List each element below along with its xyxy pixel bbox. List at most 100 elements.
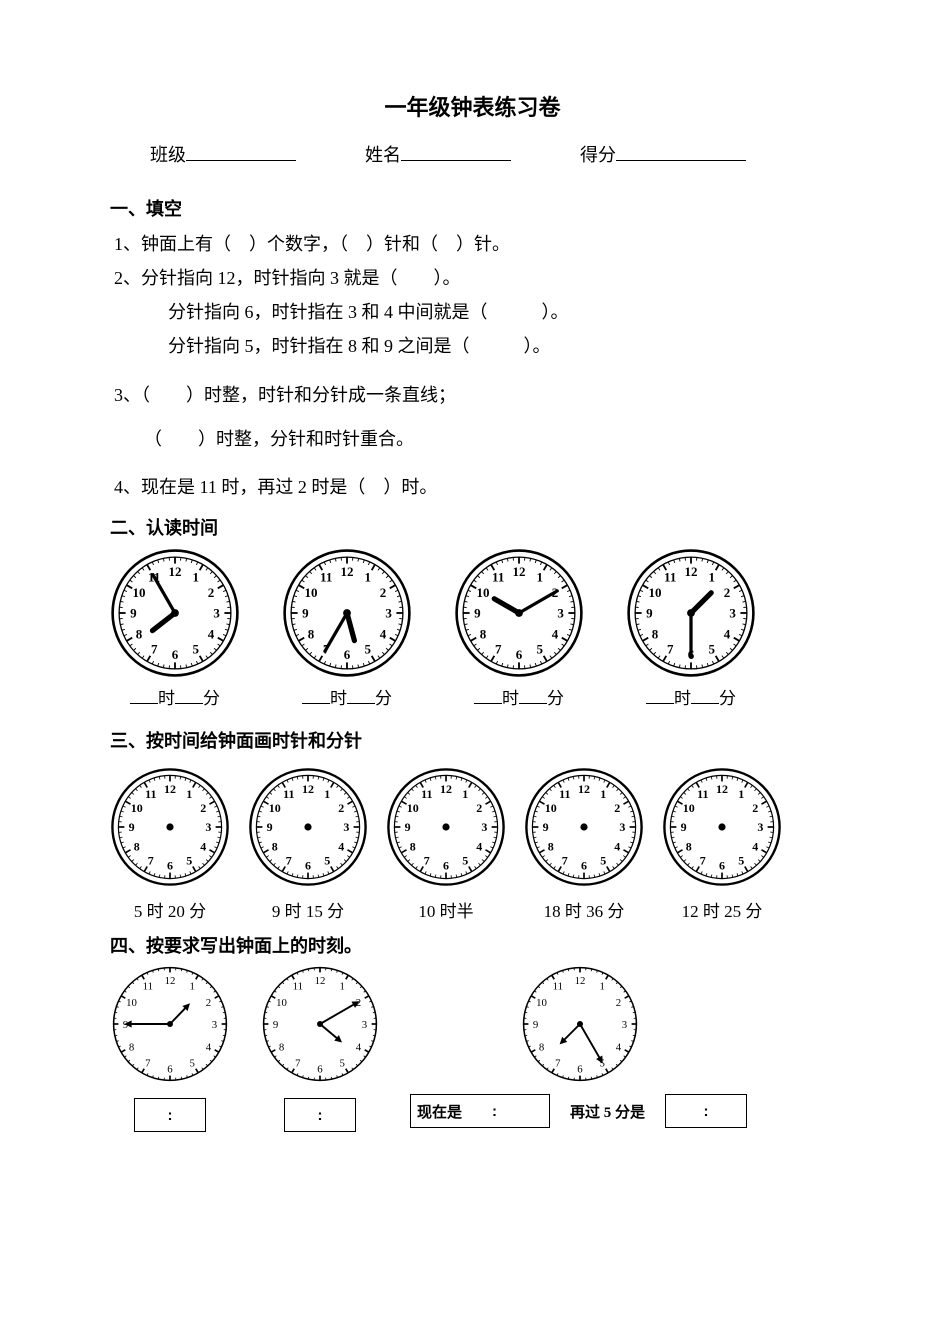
name-blank[interactable] [401,140,511,161]
svg-text:9: 9 [405,820,411,834]
s2-answer-2[interactable]: 时分 [282,684,412,709]
svg-text:10: 10 [683,801,695,815]
s3-clock-3: 12345678910111210 时半 [386,767,506,922]
svg-text:12: 12 [716,782,728,796]
svg-text:4: 4 [208,626,215,641]
clock-icon: 123456789101112 [626,548,756,678]
s4-item-2: 123456789101112: [260,964,380,1132]
svg-text:12: 12 [169,564,182,579]
svg-text:4: 4 [200,840,206,854]
svg-text:5: 5 [186,854,192,868]
svg-text:4: 4 [338,840,344,854]
s2-answer-3[interactable]: 时分 [454,684,584,709]
svg-text:11: 11 [664,570,676,585]
svg-text:1: 1 [186,787,192,801]
svg-text:10: 10 [476,585,489,600]
clock-icon[interactable]: 123456789101112 [248,767,368,887]
svg-text:7: 7 [555,1058,561,1070]
clock-icon: 123456789101112 [260,964,380,1084]
svg-text:4: 4 [552,626,559,641]
svg-text:7: 7 [151,642,158,657]
svg-text:3: 3 [557,606,564,621]
svg-text:6: 6 [172,647,179,662]
s3-caption-4: 18 时 36 分 [524,897,644,922]
svg-text:5: 5 [324,854,330,868]
clock-icon[interactable]: 123456789101112 [662,767,782,887]
s2-answer-4[interactable]: 时分 [626,684,756,709]
svg-text:7: 7 [145,1058,151,1070]
s1-q2a: 2、分针指向 12，时针指向 3 就是（ ）。 [114,261,835,295]
svg-text:9: 9 [267,820,273,834]
clock-icon[interactable]: 123456789101112 [386,767,506,887]
svg-text:1: 1 [462,787,468,801]
s3-clock-1: 1234567891011125 时 20 分 [110,767,230,922]
svg-text:3: 3 [343,820,349,834]
svg-text:3: 3 [619,820,625,834]
svg-text:10: 10 [126,997,137,1009]
svg-text:4: 4 [356,1042,362,1054]
svg-text:6: 6 [581,859,587,873]
s1-q1: 1、钟面上有（ ）个数字，（ ）针和（ ）针。 [114,227,835,261]
svg-text:1: 1 [339,981,344,993]
svg-text:4: 4 [724,626,731,641]
svg-text:10: 10 [304,585,317,600]
s4-after-label: 再过 5 分是 [570,1101,645,1122]
section2-head: 二、认读时间 [110,514,835,540]
svg-text:8: 8 [410,840,416,854]
svg-text:3: 3 [213,606,220,621]
s1-q2b: 分针指向 6，时针指在 3 和 4 中间就是（ ）。 [114,295,835,329]
s4-answer-box-2[interactable]: : [284,1098,356,1132]
s1-q3b: （ ）时整，分针和时针重合。 [114,422,835,456]
svg-text:2: 2 [752,801,758,815]
svg-text:6: 6 [516,647,523,662]
svg-text:11: 11 [283,787,294,801]
svg-text:10: 10 [536,997,547,1009]
s3-caption-3: 10 时半 [386,897,506,922]
svg-text:8: 8 [129,1042,134,1054]
s3-clock-4: 123456789101112 18 时 36 分 [524,767,644,922]
svg-text:1: 1 [537,570,544,585]
svg-text:8: 8 [272,840,278,854]
svg-text:6: 6 [577,1064,583,1076]
svg-text:9: 9 [533,1019,538,1031]
svg-text:11: 11 [553,981,563,993]
class-blank[interactable] [186,140,296,161]
s4-answer-box-1[interactable]: : [134,1098,206,1132]
svg-text:2: 2 [200,801,206,815]
s1-q3a: 3、（ ）时整，时针和分针成一条直线； [114,378,835,412]
s2-answer-1[interactable]: 时分 [110,684,240,709]
svg-text:3: 3 [729,606,736,621]
svg-text:12: 12 [164,782,176,796]
svg-text:8: 8 [539,1042,544,1054]
svg-text:12: 12 [302,782,314,796]
svg-text:8: 8 [136,626,143,641]
s4-item-3: 123456789101112现在是:再过 5 分是: [410,964,747,1128]
svg-text:12: 12 [315,975,326,987]
svg-text:2: 2 [380,585,387,600]
svg-text:4: 4 [380,626,387,641]
score-blank[interactable] [616,140,746,161]
svg-text:7: 7 [295,1058,301,1070]
s4-after-box[interactable]: : [665,1094,747,1128]
svg-text:12: 12 [513,564,526,579]
svg-text:6: 6 [167,1064,173,1076]
svg-text:11: 11 [492,570,504,585]
clock-icon: 123456789101112 [520,964,640,1084]
svg-text:2: 2 [208,585,215,600]
svg-text:8: 8 [686,840,692,854]
svg-text:5: 5 [462,854,468,868]
name-label: 姓名 [365,145,401,165]
svg-text:4: 4 [616,1042,622,1054]
svg-text:2: 2 [476,801,482,815]
svg-text:7: 7 [700,854,706,868]
clock-icon[interactable]: 123456789101112 [110,767,230,887]
svg-text:12: 12 [440,782,452,796]
svg-text:10: 10 [269,801,281,815]
s4-now-box[interactable]: 现在是: [410,1094,550,1128]
svg-text:5: 5 [365,642,372,657]
s4-box-row: 现在是: 再过 5 分是: [410,1094,747,1128]
clock-icon[interactable]: 123456789101112 [524,767,644,887]
s3-caption-5: 12 时 25 分 [662,897,782,922]
svg-text:5: 5 [709,642,716,657]
svg-text:3: 3 [757,820,763,834]
